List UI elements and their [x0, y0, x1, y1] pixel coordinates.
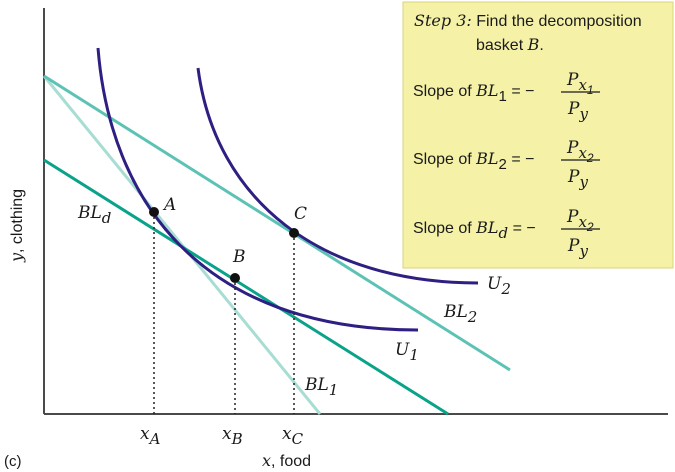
bld-label: BLd: [77, 203, 111, 227]
x-axis-label: x, food: [262, 451, 311, 470]
slope-1-denominator: Py: [567, 99, 588, 123]
point-c-label: C: [294, 204, 307, 224]
bl1-label: BL1: [304, 375, 338, 399]
info-step-line-2: basket B.: [476, 35, 544, 54]
panel-label: (c): [4, 453, 22, 470]
u2-label: U2: [487, 274, 511, 298]
budget-line-bld: [43, 158, 449, 416]
point-a: [149, 207, 159, 217]
tick-label-xa: xA: [140, 424, 161, 448]
bl2-label: BL2: [443, 302, 477, 326]
tick-label-xc: xC: [282, 424, 304, 448]
slope-2-numerator: Px2: [566, 138, 594, 165]
point-c: [289, 228, 299, 238]
point-b: [230, 273, 240, 283]
slope-3-denominator: Py: [567, 236, 588, 260]
slope-1-numerator: Px1: [566, 70, 594, 97]
u1-label: U1: [395, 340, 419, 364]
budget-line-bl2: [43, 74, 511, 372]
point-a-label: A: [162, 195, 176, 215]
slope-3-numerator: Px2: [566, 207, 594, 234]
info-box: Step 3: Find the decomposition basket B.…: [402, 1, 674, 269]
tick-label-xb: xB: [222, 424, 243, 448]
info-step-line-1: Step 3: Find the decomposition: [414, 11, 642, 30]
y-axis-label: y, clothing: [7, 189, 26, 263]
slope-row-1: Slope of BL1 = −: [413, 81, 534, 105]
indifference-curve-u1: [96, 47, 419, 332]
slope-row-3: Slope of BLd = −: [413, 218, 536, 242]
indifference-curve-u2: [196, 67, 479, 285]
slope-row-2: Slope of BL2 = −: [413, 149, 534, 173]
slope-2-denominator: Py: [567, 167, 588, 191]
point-b-label: B: [232, 247, 246, 267]
